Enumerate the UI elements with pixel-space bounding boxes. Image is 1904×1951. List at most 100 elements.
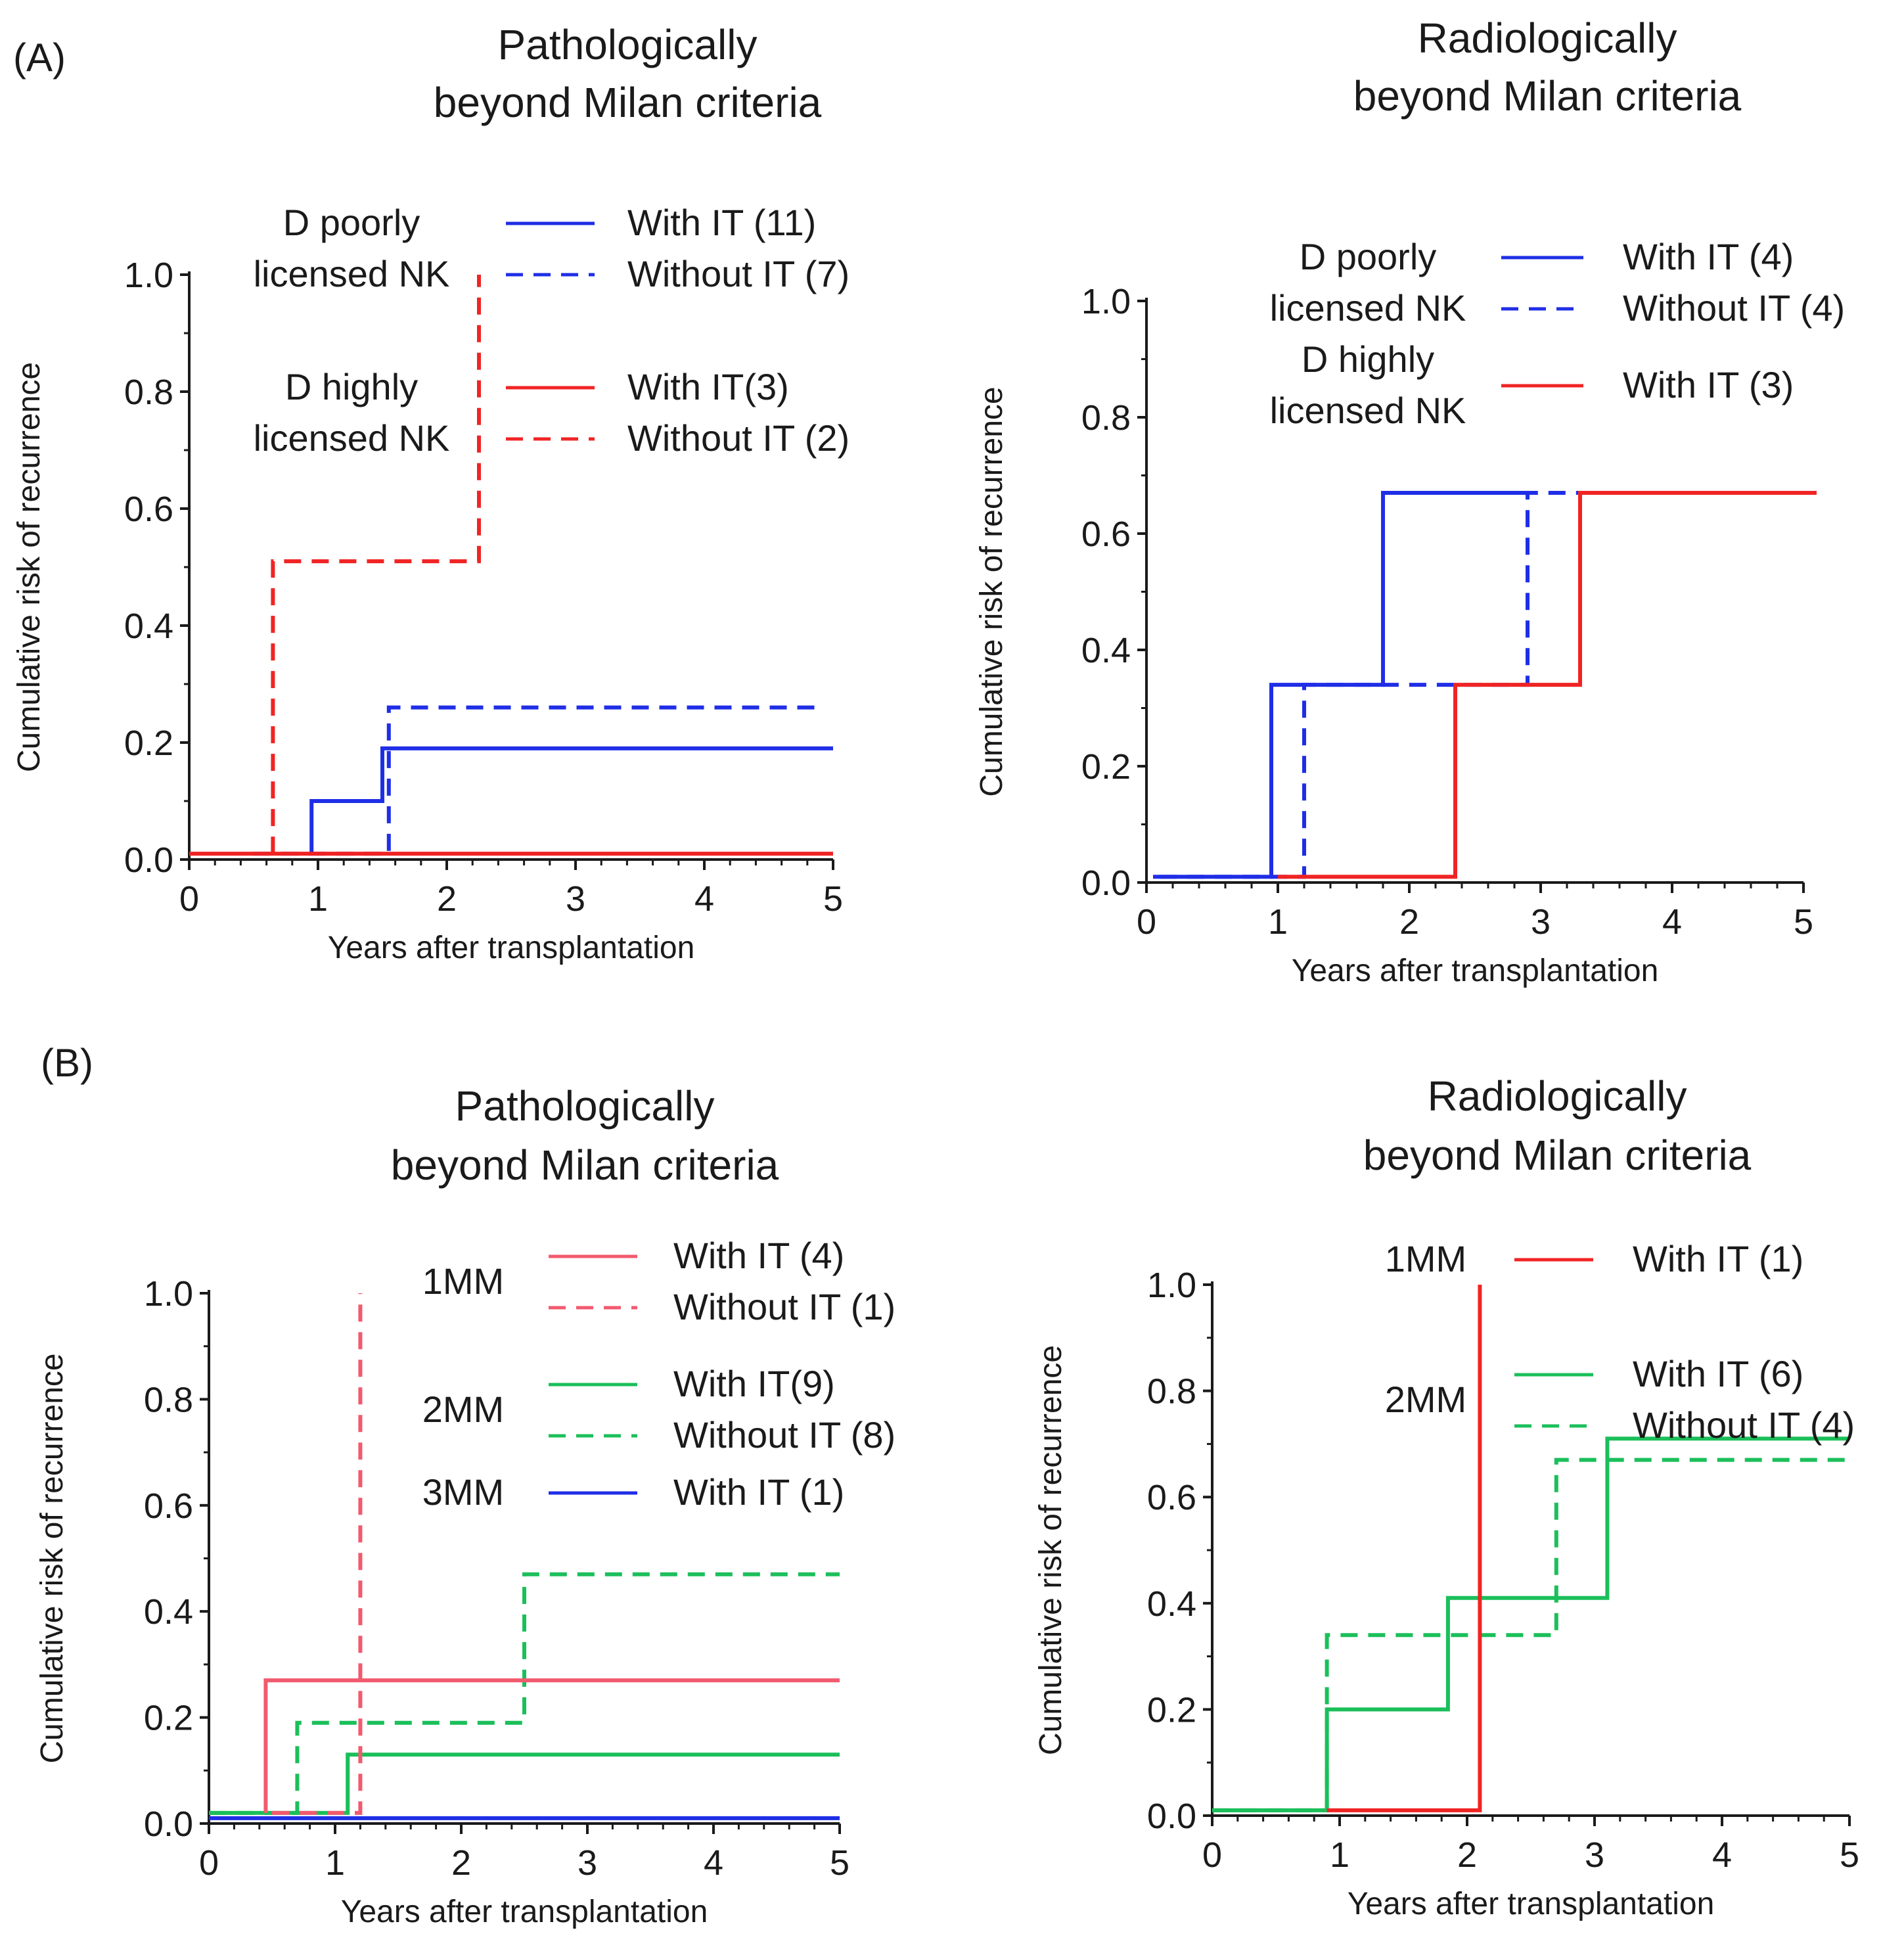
series-line bbox=[1212, 1436, 1849, 1812]
y-tick-label: 0.8 bbox=[1081, 398, 1131, 438]
y-tick-label: 0.4 bbox=[1147, 1584, 1196, 1624]
series-line bbox=[1326, 1285, 1482, 1812]
charts: Pathologically beyond Milan criteria 0.0 0.… bbox=[12, 14, 1859, 1929]
y-tick-label: 0.2 bbox=[144, 1699, 193, 1738]
legend-group-label: licensed NK bbox=[254, 253, 450, 294]
series-line bbox=[272, 1293, 363, 1815]
series-line bbox=[209, 1572, 840, 1815]
y-tick-label: 1.0 bbox=[1147, 1266, 1196, 1305]
chart-B-radio: Radiologically beyond Milan criteria 0.0 0.… bbox=[1033, 1072, 1859, 1921]
x-tick-label: 4 bbox=[704, 1843, 723, 1883]
x-tick-label: 1 bbox=[325, 1843, 345, 1883]
y-tick-label: 0.2 bbox=[124, 723, 173, 763]
panel-label-b: (B) bbox=[41, 1041, 93, 1085]
legend-entry-label: Without IT (7) bbox=[627, 253, 850, 294]
chart-title-line: beyond Milan criteria bbox=[391, 1141, 779, 1189]
y-tick-label: 0.2 bbox=[1147, 1690, 1196, 1730]
chart-title-line: Radiologically bbox=[1428, 1072, 1687, 1120]
y-tick-label: 0.8 bbox=[144, 1380, 193, 1419]
x-tick-label: 3 bbox=[1585, 1835, 1604, 1875]
legend-group-label: D highly bbox=[1302, 338, 1434, 380]
x-tick-label: 5 bbox=[1840, 1835, 1859, 1875]
x-tick-label: 3 bbox=[566, 879, 585, 919]
legend-group-label: 3MM bbox=[422, 1471, 504, 1513]
x-tick-label: 2 bbox=[1399, 902, 1419, 942]
y-tick-label: 0.2 bbox=[1081, 747, 1131, 787]
legend-entry-label: Without IT (4) bbox=[1633, 1404, 1855, 1446]
legend-entry-label: With IT (4) bbox=[673, 1235, 844, 1276]
chart-title-line: beyond Milan criteria bbox=[434, 79, 822, 126]
series-line bbox=[209, 1753, 840, 1815]
x-axis-label: Years after transplantation bbox=[1348, 1887, 1715, 1921]
x-tick-label: 2 bbox=[451, 1843, 471, 1883]
x-tick-label: 4 bbox=[1712, 1835, 1732, 1875]
legend-group-label: licensed NK bbox=[1270, 287, 1466, 329]
series-line bbox=[254, 705, 821, 856]
x-tick-label: 2 bbox=[437, 879, 457, 919]
legend-entry-label: With IT(9) bbox=[673, 1363, 835, 1404]
legend-group-label: licensed NK bbox=[1270, 390, 1466, 431]
chart-title-line: Radiologically bbox=[1418, 14, 1677, 62]
y-tick-label: 0.0 bbox=[124, 840, 173, 880]
legend-entry-label: With IT(3) bbox=[627, 366, 789, 407]
x-tick-label: 5 bbox=[830, 1843, 850, 1883]
chart-title-line: beyond Milan criteria bbox=[1353, 72, 1742, 120]
series-line bbox=[309, 746, 833, 854]
chart-title-line: Pathologically bbox=[498, 21, 758, 68]
x-axis-label: Years after transplantation bbox=[1292, 953, 1659, 988]
y-tick-label: 0.8 bbox=[1147, 1372, 1196, 1412]
legend-group-label: 1MM bbox=[1385, 1238, 1466, 1279]
x-tick-label: 1 bbox=[1330, 1835, 1349, 1875]
series-line bbox=[271, 275, 481, 854]
y-tick-label: 0.0 bbox=[144, 1804, 193, 1844]
legend-group-label: 1MM bbox=[422, 1260, 504, 1302]
legend-entry-label: Without IT (4) bbox=[1623, 287, 1845, 329]
chart-B-path: Pathologically beyond Milan criteria 0.0 0.… bbox=[35, 1082, 895, 1929]
x-axis-label: Years after transplantation bbox=[341, 1894, 708, 1929]
series-line bbox=[1153, 491, 1528, 879]
legend-entry-label: Without IT (1) bbox=[673, 1286, 895, 1327]
series-line bbox=[263, 1678, 840, 1813]
x-tick-label: 4 bbox=[694, 879, 714, 919]
chart-A-radio: Radiologically beyond Milan criteria 0.0 0.… bbox=[974, 14, 1845, 988]
chart-title-line: beyond Milan criteria bbox=[1363, 1132, 1752, 1179]
y-axis-label: Cumulative risk of recurrence bbox=[35, 1353, 70, 1763]
legend-group-label: D highly bbox=[285, 366, 418, 407]
series-line bbox=[1212, 1458, 1849, 1812]
x-tick-label: 0 bbox=[199, 1843, 219, 1883]
y-tick-label: 0.4 bbox=[144, 1592, 193, 1632]
legend-group-label: D poorly bbox=[283, 202, 420, 243]
x-tick-label: 0 bbox=[1202, 1835, 1222, 1875]
legend-entry-label: Without IT (8) bbox=[673, 1414, 895, 1456]
y-tick-label: 0.6 bbox=[1147, 1478, 1196, 1517]
x-tick-label: 4 bbox=[1662, 902, 1682, 942]
legend-entry-label: Without IT (2) bbox=[627, 417, 850, 459]
x-tick-label: 0 bbox=[1137, 902, 1156, 942]
legend-group-label: 2MM bbox=[422, 1389, 504, 1430]
y-tick-label: 0.6 bbox=[1081, 515, 1131, 554]
panel-label-a: (A) bbox=[13, 35, 66, 80]
x-tick-label: 1 bbox=[308, 879, 328, 919]
y-tick-label: 0.4 bbox=[1081, 631, 1131, 670]
x-axis-label: Years after transplantation bbox=[328, 930, 695, 965]
y-tick-label: 1.0 bbox=[1081, 282, 1131, 321]
series-line bbox=[1278, 491, 1817, 879]
x-tick-label: 5 bbox=[1794, 902, 1813, 942]
x-tick-label: 3 bbox=[578, 1843, 597, 1883]
x-tick-label: 1 bbox=[1268, 902, 1288, 942]
legend-group-label: D poorly bbox=[1300, 236, 1437, 277]
y-tick-label: 0.8 bbox=[124, 373, 173, 412]
legend-group-label: 2MM bbox=[1385, 1379, 1466, 1420]
legend-entry-label: With IT (4) bbox=[1623, 236, 1794, 277]
chart-A-path: Pathologically beyond Milan criteria 0.0 0.… bbox=[12, 21, 850, 965]
y-tick-label: 1.0 bbox=[124, 256, 173, 295]
x-tick-label: 0 bbox=[179, 879, 199, 919]
y-axis-label: Cumulative risk of recurrence bbox=[1033, 1345, 1068, 1755]
legend-entry-label: With IT (11) bbox=[627, 202, 816, 243]
x-tick-label: 2 bbox=[1457, 1835, 1477, 1875]
y-tick-label: 0.4 bbox=[124, 607, 173, 646]
y-tick-label: 0.6 bbox=[144, 1486, 193, 1526]
y-axis-label: Cumulative risk of recurrence bbox=[12, 362, 47, 772]
y-tick-label: 0.6 bbox=[124, 490, 173, 529]
